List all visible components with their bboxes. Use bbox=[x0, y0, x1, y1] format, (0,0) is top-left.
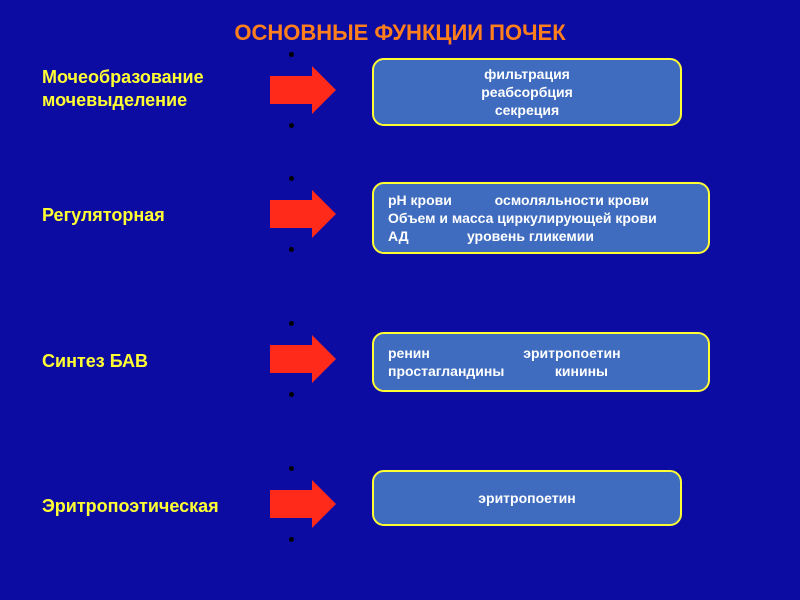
dot-icon bbox=[289, 392, 294, 397]
function-label-0: Мочеобразованиемочевыделение bbox=[42, 66, 204, 111]
box-line: эритропоетин bbox=[478, 489, 575, 507]
arrow-right-icon bbox=[270, 335, 336, 383]
box-line: реабсорбция bbox=[481, 83, 573, 101]
slide-title: ОСНОВНЫЕ ФУНКЦИИ ПОЧЕК bbox=[0, 20, 800, 46]
function-label-1: Регуляторная bbox=[42, 204, 165, 227]
box-line: рН крови осмоляльности крови bbox=[388, 191, 649, 209]
function-label-line: Синтез БАВ bbox=[42, 350, 148, 373]
function-label-line: Регуляторная bbox=[42, 204, 165, 227]
dot-icon bbox=[289, 123, 294, 128]
function-detail-box-1: рН крови осмоляльности кровиОбъем и масс… bbox=[372, 182, 710, 254]
function-label-line: Мочеобразование bbox=[42, 66, 204, 89]
dot-icon bbox=[289, 537, 294, 542]
arrow-head bbox=[312, 190, 336, 238]
function-detail-box-2: ренин эритропоетинпростагландины кинины bbox=[372, 332, 710, 392]
dot-icon bbox=[289, 176, 294, 181]
dot-icon bbox=[289, 466, 294, 471]
box-line: секреция bbox=[495, 101, 559, 119]
arrow-head bbox=[312, 66, 336, 114]
function-detail-box-0: фильтрацияреабсорбциясекреция bbox=[372, 58, 682, 126]
box-line: фильтрация bbox=[484, 65, 570, 83]
dot-icon bbox=[289, 52, 294, 57]
function-label-3: Эритропоэтическая bbox=[42, 495, 219, 518]
box-line: простагландины кинины bbox=[388, 362, 608, 380]
arrow-shaft bbox=[270, 200, 312, 228]
function-label-line: мочевыделение bbox=[42, 89, 204, 112]
arrow-head bbox=[312, 335, 336, 383]
function-label-2: Синтез БАВ bbox=[42, 350, 148, 373]
arrow-right-icon bbox=[270, 66, 336, 114]
arrow-shaft bbox=[270, 76, 312, 104]
arrow-right-icon bbox=[270, 190, 336, 238]
function-detail-box-3: эритропоетин bbox=[372, 470, 682, 526]
arrow-shaft bbox=[270, 490, 312, 518]
arrow-head bbox=[312, 480, 336, 528]
arrow-shaft bbox=[270, 345, 312, 373]
box-line: Объем и масса циркулирующей крови bbox=[388, 209, 657, 227]
function-label-line: Эритропоэтическая bbox=[42, 495, 219, 518]
box-line: АД уровень гликемии bbox=[388, 227, 594, 245]
arrow-right-icon bbox=[270, 480, 336, 528]
box-line: ренин эритропоетин bbox=[388, 344, 621, 362]
slide: ОСНОВНЫЕ ФУНКЦИИ ПОЧЕК Мочеобразованиемо… bbox=[0, 0, 800, 600]
dot-icon bbox=[289, 321, 294, 326]
dot-icon bbox=[289, 247, 294, 252]
